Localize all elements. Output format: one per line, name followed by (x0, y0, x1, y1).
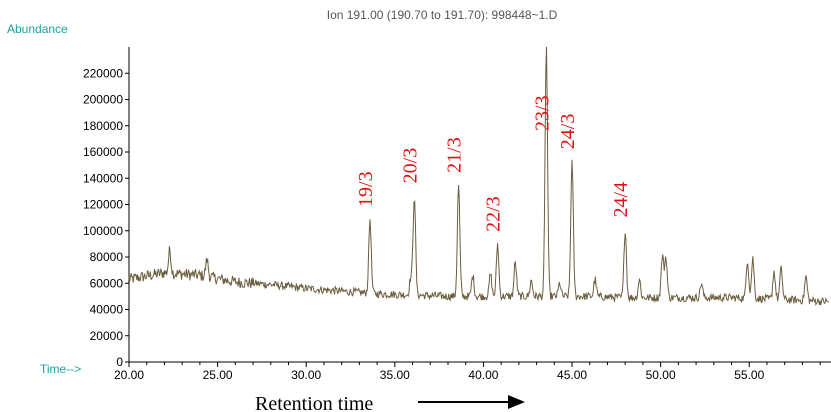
peak-label: 19/3 (355, 171, 377, 207)
arrow-icon (418, 395, 525, 409)
y-tick-label: 40000 (90, 303, 124, 317)
chromatogram-trace (128, 46, 830, 306)
y-axis-label: Abundance (7, 22, 68, 36)
y-tick-label: 80000 (90, 250, 124, 264)
x-axis-title: Retention time (255, 393, 373, 412)
y-axis-ticks: 0 20000 40000 60000 80000 100000 120000 140000 1… (83, 66, 129, 369)
peak-label: 22/3 (483, 196, 505, 232)
y-tick-label: 0 (116, 355, 123, 369)
y-tick-label: 20000 (90, 329, 124, 343)
y-tick-label: 180000 (83, 119, 123, 133)
peak-labels: 19/3 20/3 21/3 22/3 23/324/3 24/4 (355, 95, 632, 231)
x-axis-ticks: 20.00 25.00 30.00 35.00 40.00 45.00 50.00 55.00 (114, 362, 821, 382)
x-tick-label: 20.00 (114, 368, 144, 382)
x-tick-label: 30.00 (291, 368, 321, 382)
y-tick-label: 60000 (90, 276, 124, 290)
y-tick-label: 160000 (83, 145, 123, 159)
peak-label: 24/3 (557, 114, 579, 150)
x-tick-label: 50.00 (646, 368, 676, 382)
x-tick-label: 55.00 (734, 368, 764, 382)
peak-label: 23/3 (531, 95, 553, 131)
y-tick-label: 120000 (83, 198, 123, 212)
y-tick-label: 100000 (83, 224, 123, 238)
peak-label: 21/3 (444, 137, 466, 173)
peak-label: 20/3 (399, 148, 421, 184)
x-tick-label: 25.00 (203, 368, 233, 382)
y-tick-label: 200000 (83, 93, 123, 107)
y-tick-label: 220000 (83, 66, 123, 80)
time-marker-label: Time--> (40, 362, 81, 376)
chart-title: Ion 191.00 (190.70 to 191.70): 998448~1.… (327, 8, 558, 22)
y-tick-label: 140000 (83, 171, 123, 185)
x-tick-label: 40.00 (468, 368, 498, 382)
peak-label: 24/4 (610, 182, 632, 218)
x-tick-label: 45.00 (557, 368, 587, 382)
x-tick-label: 35.00 (380, 368, 410, 382)
